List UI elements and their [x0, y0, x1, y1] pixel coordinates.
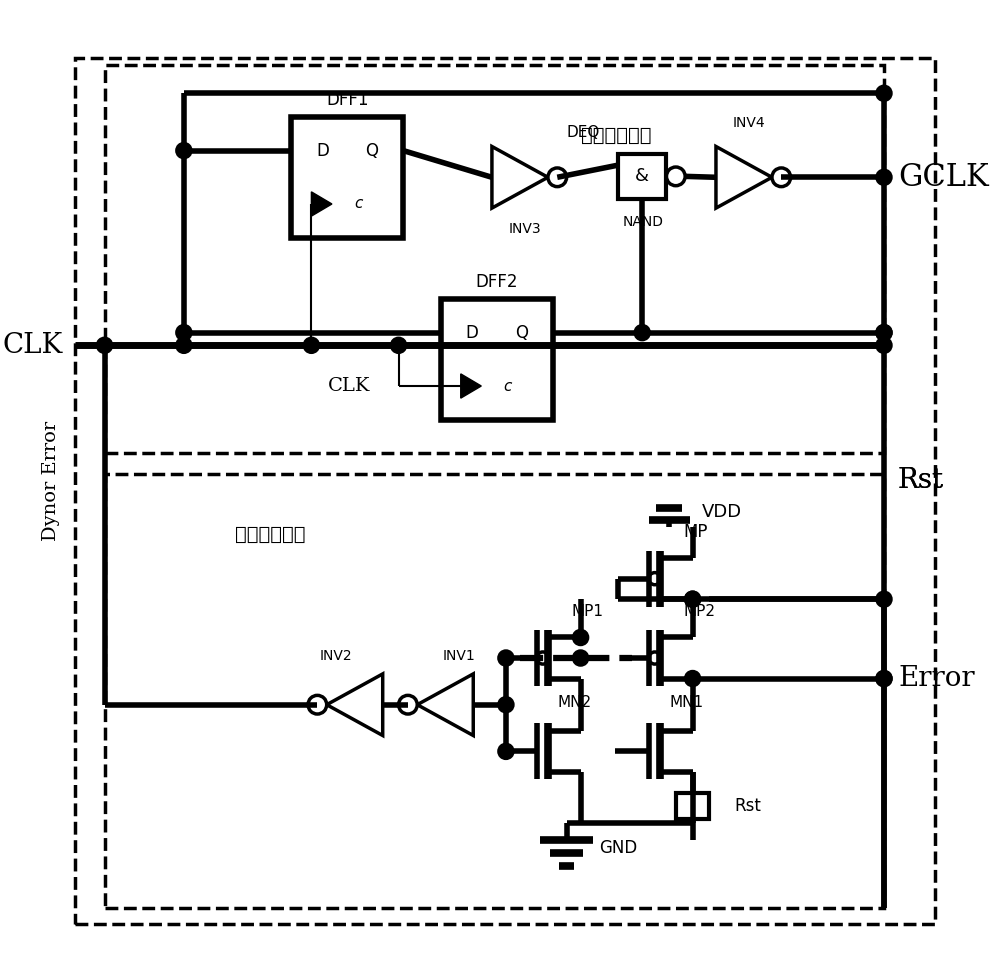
Bar: [441, 299, 553, 420]
Text: DFF2: DFF2: [475, 272, 518, 291]
Circle shape: [877, 671, 891, 686]
Circle shape: [392, 338, 406, 353]
Text: MN2: MN2: [557, 696, 591, 710]
Circle shape: [649, 572, 661, 585]
Circle shape: [98, 338, 112, 353]
Circle shape: [649, 652, 661, 664]
Text: 脉冲放宽电路: 脉冲放宽电路: [235, 525, 306, 544]
Text: NAND: NAND: [623, 215, 664, 229]
Circle shape: [877, 592, 891, 607]
Text: 时序控制电路: 时序控制电路: [581, 125, 651, 145]
Text: Rst: Rst: [898, 467, 944, 494]
Circle shape: [499, 745, 513, 759]
Text: INV3: INV3: [508, 221, 541, 235]
Bar: [618, 154, 666, 199]
Polygon shape: [492, 146, 548, 208]
Circle shape: [877, 325, 891, 340]
Circle shape: [877, 325, 891, 340]
Text: DEQ: DEQ: [567, 125, 600, 140]
Text: MN1: MN1: [669, 696, 703, 710]
Circle shape: [499, 651, 513, 665]
Circle shape: [499, 698, 513, 711]
Text: c: c: [354, 196, 363, 212]
Text: GCLK: GCLK: [898, 162, 989, 193]
Circle shape: [686, 592, 700, 607]
Circle shape: [877, 86, 891, 100]
Circle shape: [772, 168, 791, 186]
Text: INV4: INV4: [732, 117, 765, 130]
Text: Rst: Rst: [735, 797, 761, 814]
Text: Dynor Error: Dynor Error: [42, 420, 60, 541]
Bar: [105, 474, 884, 908]
Circle shape: [877, 338, 891, 353]
Text: INV2: INV2: [320, 649, 352, 663]
Circle shape: [537, 652, 549, 664]
Circle shape: [308, 696, 327, 714]
Circle shape: [574, 651, 588, 665]
Polygon shape: [327, 674, 383, 736]
Polygon shape: [417, 674, 473, 736]
Circle shape: [548, 168, 567, 186]
Text: CLK: CLK: [328, 377, 371, 395]
Bar: [105, 66, 884, 453]
Text: D: D: [466, 323, 478, 342]
Text: c: c: [504, 378, 512, 394]
Circle shape: [304, 338, 318, 353]
Circle shape: [666, 167, 685, 185]
Circle shape: [399, 696, 417, 714]
Text: VDD: VDD: [702, 504, 742, 521]
Text: INV1: INV1: [443, 649, 476, 663]
Text: Error: Error: [898, 665, 975, 692]
Circle shape: [686, 592, 700, 607]
Text: GND: GND: [599, 839, 638, 857]
Circle shape: [635, 325, 649, 340]
Text: DFF1: DFF1: [326, 91, 368, 109]
Text: MP2: MP2: [683, 604, 715, 618]
Polygon shape: [311, 192, 332, 217]
Circle shape: [686, 671, 700, 686]
Polygon shape: [716, 146, 772, 208]
Text: Q: Q: [365, 141, 378, 160]
Bar: [291, 117, 403, 238]
Circle shape: [877, 671, 891, 686]
Bar: [676, 794, 709, 818]
Circle shape: [177, 338, 191, 353]
Text: Rst: Rst: [898, 467, 944, 494]
Circle shape: [177, 144, 191, 158]
Text: Q: Q: [515, 323, 528, 342]
Text: MP1: MP1: [571, 604, 603, 618]
Text: &: &: [635, 168, 649, 185]
Circle shape: [877, 171, 891, 184]
Text: D: D: [316, 141, 329, 160]
Text: MP: MP: [683, 523, 708, 541]
Text: CLK: CLK: [2, 332, 63, 359]
Circle shape: [574, 630, 588, 645]
Polygon shape: [461, 374, 481, 398]
Circle shape: [177, 325, 191, 340]
